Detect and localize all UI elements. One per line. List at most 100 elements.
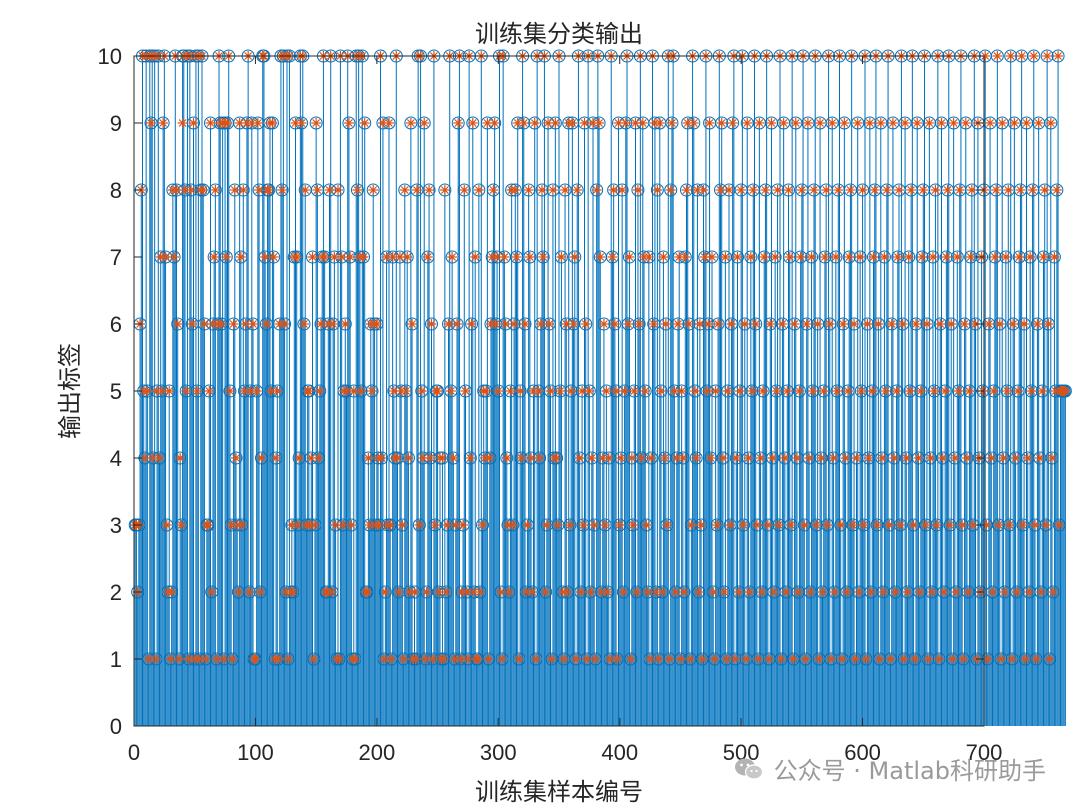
predicted-point bbox=[340, 319, 351, 329]
predicted-point bbox=[544, 319, 555, 329]
predicted-point bbox=[637, 118, 648, 128]
predicted-point bbox=[591, 185, 602, 195]
predicted-point bbox=[912, 118, 923, 128]
predicted-point bbox=[605, 654, 615, 664]
predicted-point bbox=[717, 453, 728, 463]
predicted-point bbox=[747, 386, 758, 396]
predicted-point bbox=[359, 118, 370, 128]
predicted-point bbox=[891, 386, 902, 396]
predicted-point bbox=[945, 520, 955, 530]
predicted-point bbox=[261, 319, 272, 329]
predicted-point bbox=[1054, 520, 1065, 530]
predicted-point bbox=[466, 319, 477, 329]
predicted-point bbox=[656, 386, 666, 396]
predicted-point bbox=[991, 185, 1002, 195]
predicted-point bbox=[1004, 520, 1015, 530]
predicted-point bbox=[733, 587, 744, 597]
predicted-point bbox=[222, 118, 233, 128]
predicted-point bbox=[523, 185, 534, 195]
predicted-point bbox=[914, 587, 925, 597]
predicted-point bbox=[850, 654, 861, 664]
predicted-point bbox=[250, 654, 261, 664]
predicted-point bbox=[762, 520, 773, 530]
predicted-point bbox=[784, 252, 795, 262]
x-axis-ticks: 0 100 200 300 400 500 600 700 bbox=[128, 56, 1002, 765]
predicted-point bbox=[849, 319, 860, 329]
predicted-point bbox=[252, 118, 263, 128]
predicted-point bbox=[410, 654, 421, 664]
predicted-point bbox=[1011, 587, 1022, 597]
predicted-point bbox=[368, 185, 379, 195]
predicted-point bbox=[540, 587, 551, 597]
predicted-point bbox=[203, 520, 214, 530]
predicted-point bbox=[424, 185, 435, 195]
predicted-point bbox=[1019, 319, 1030, 329]
predicted-point bbox=[908, 520, 919, 530]
predicted-point bbox=[603, 453, 614, 463]
predicted-point bbox=[1047, 453, 1057, 463]
predicted-point bbox=[439, 185, 450, 195]
predicted-point bbox=[173, 654, 184, 664]
predicted-point bbox=[504, 587, 515, 597]
predicted-point bbox=[634, 319, 645, 329]
predicted-point bbox=[1003, 185, 1014, 195]
predicted-point bbox=[1039, 185, 1050, 195]
predicted-point bbox=[858, 520, 869, 530]
predicted-point bbox=[447, 252, 458, 262]
predicted-point bbox=[828, 453, 839, 463]
predicted-point bbox=[430, 520, 441, 530]
predicted-point bbox=[397, 520, 408, 530]
predicted-point bbox=[652, 185, 663, 195]
predicted-point bbox=[216, 319, 227, 329]
predicted-point bbox=[595, 252, 606, 262]
predicted-point bbox=[571, 654, 581, 664]
predicted-point bbox=[520, 319, 530, 329]
predicted-point bbox=[753, 654, 764, 664]
predicted-point bbox=[533, 386, 544, 396]
stem-point bbox=[522, 183, 536, 197]
predicted-point bbox=[856, 386, 867, 396]
predicted-point bbox=[827, 118, 838, 128]
predicted-point bbox=[720, 252, 731, 262]
predicted-point bbox=[942, 185, 953, 195]
predicted-point bbox=[719, 587, 730, 597]
predicted-point bbox=[309, 520, 320, 530]
predicted-point bbox=[999, 587, 1010, 597]
predicted-point bbox=[897, 319, 908, 329]
predicted-point bbox=[567, 118, 578, 128]
predicted-point bbox=[205, 118, 216, 128]
predicted-point bbox=[279, 319, 290, 329]
predicted-point bbox=[598, 319, 609, 329]
predicted-point bbox=[376, 453, 387, 463]
stem-point bbox=[307, 652, 321, 666]
predicted-point bbox=[458, 520, 469, 530]
predicted-point bbox=[371, 319, 382, 329]
predicted-point bbox=[1025, 252, 1036, 262]
predicted-point bbox=[615, 453, 626, 463]
predicted-point bbox=[352, 185, 363, 195]
predicted-point bbox=[677, 453, 688, 463]
predicted-point bbox=[551, 453, 562, 463]
predicted-point bbox=[445, 386, 456, 396]
predicted-point bbox=[328, 319, 339, 329]
predicted-point bbox=[776, 654, 787, 664]
predicted-point bbox=[934, 654, 945, 664]
stem-point bbox=[613, 518, 627, 532]
chart-title: 训练集分类输出 bbox=[475, 20, 643, 48]
predicted-point bbox=[631, 587, 642, 597]
stem-point bbox=[744, 250, 758, 264]
predicted-point bbox=[238, 185, 249, 195]
predicted-point bbox=[783, 185, 794, 195]
predicted-point bbox=[777, 319, 788, 329]
predicted-point bbox=[577, 386, 588, 396]
predicted-point bbox=[472, 654, 483, 664]
predicted-point bbox=[513, 654, 524, 664]
predicted-point bbox=[578, 520, 589, 530]
predicted-point bbox=[645, 654, 656, 664]
predicted-point bbox=[177, 118, 188, 128]
predicted-point bbox=[840, 453, 851, 463]
stem-point bbox=[202, 384, 216, 398]
predicted-point bbox=[807, 386, 818, 396]
predicted-point bbox=[793, 587, 804, 597]
stem-point bbox=[616, 585, 630, 599]
